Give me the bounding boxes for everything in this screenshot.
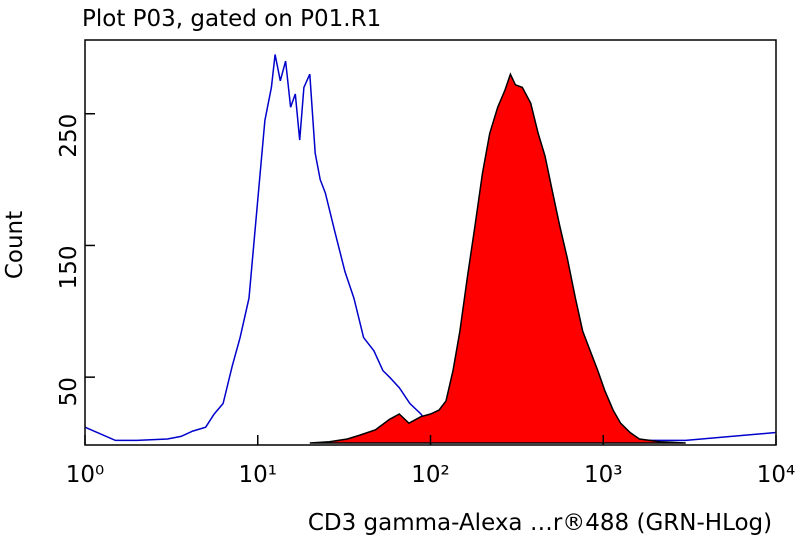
x-tick-label: 10² [411,462,450,488]
chart-title: Plot P03, gated on P01.R1 [82,6,381,32]
x-tick-label: 10³ [584,462,623,488]
x-tick-label: 10¹ [239,462,278,488]
y-tick-label: 50 [56,377,82,406]
y-tick-label: 150 [56,245,82,289]
y-axis-label: Count [2,211,28,279]
x-tick-label: 10⁰ [66,462,105,488]
histogram-line [84,54,777,442]
x-axis-label: CD3 gamma-Alexa …r®488 (GRN-HLog) [308,510,772,536]
plot-frame [84,39,777,446]
histogram-area [309,72,686,444]
x-tick-label: 10⁴ [757,462,796,488]
plot-area [84,54,777,444]
y-tick-label: 250 [56,114,82,158]
